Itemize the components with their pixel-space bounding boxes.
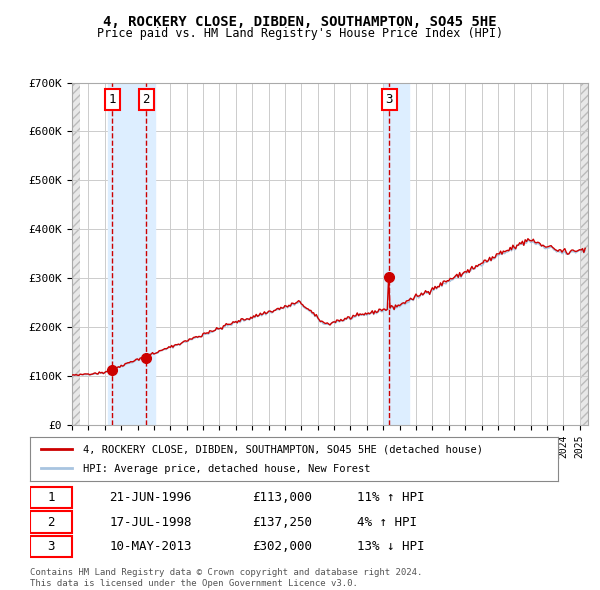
Bar (384, 83, 409, 425)
Text: This data is licensed under the Open Government Licence v3.0.: This data is licensed under the Open Gov… (30, 579, 358, 588)
Text: 1: 1 (109, 93, 116, 106)
Text: 4, ROCKERY CLOSE, DIBDEN, SOUTHAMPTON, SO45 5HE (detached house): 4, ROCKERY CLOSE, DIBDEN, SOUTHAMPTON, S… (83, 445, 483, 455)
Text: 3: 3 (47, 540, 55, 553)
Text: 1: 1 (47, 491, 55, 504)
Text: 2: 2 (47, 516, 55, 529)
FancyBboxPatch shape (30, 487, 72, 509)
Text: £302,000: £302,000 (252, 540, 312, 553)
Bar (580, 83, 588, 425)
Text: 17-JUL-1998: 17-JUL-1998 (109, 516, 192, 529)
Text: Price paid vs. HM Land Registry's House Price Index (HPI): Price paid vs. HM Land Registry's House … (97, 27, 503, 40)
Bar (72, 83, 80, 425)
Bar (107, 83, 155, 425)
FancyBboxPatch shape (30, 536, 72, 558)
Text: 4, ROCKERY CLOSE, DIBDEN, SOUTHAMPTON, SO45 5HE: 4, ROCKERY CLOSE, DIBDEN, SOUTHAMPTON, S… (103, 15, 497, 29)
Text: 2: 2 (143, 93, 150, 106)
Text: 21-JUN-1996: 21-JUN-1996 (109, 491, 192, 504)
Text: Contains HM Land Registry data © Crown copyright and database right 2024.: Contains HM Land Registry data © Crown c… (30, 568, 422, 576)
Text: 13% ↓ HPI: 13% ↓ HPI (358, 540, 425, 553)
Text: 10-MAY-2013: 10-MAY-2013 (109, 540, 192, 553)
Text: 3: 3 (385, 93, 393, 106)
FancyBboxPatch shape (30, 512, 72, 533)
Text: 11% ↑ HPI: 11% ↑ HPI (358, 491, 425, 504)
Text: £137,250: £137,250 (252, 516, 312, 529)
Text: £113,000: £113,000 (252, 491, 312, 504)
Text: HPI: Average price, detached house, New Forest: HPI: Average price, detached house, New … (83, 464, 370, 474)
Text: 4% ↑ HPI: 4% ↑ HPI (358, 516, 418, 529)
